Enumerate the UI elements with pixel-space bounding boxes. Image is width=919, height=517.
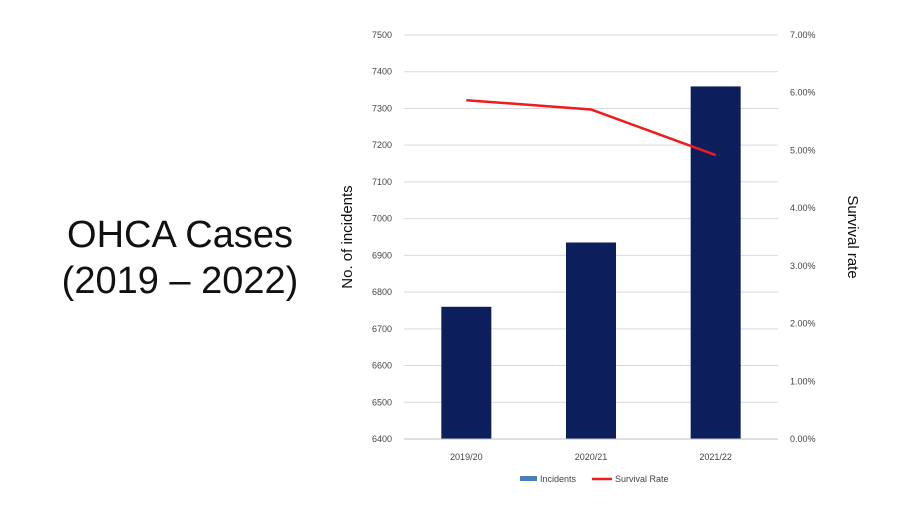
y-tick-label: 7400 [372, 67, 392, 77]
slide-title: OHCA Cases (2019 – 2022) [40, 212, 320, 304]
y-tick-label: 6400 [372, 434, 392, 444]
y-tick-label: 7000 [372, 214, 392, 224]
legend-label-incidents: Incidents [540, 474, 577, 484]
x-tick-label: 2020/21 [575, 452, 608, 462]
x-tick-label: 2021/22 [699, 452, 732, 462]
y-tick-label: 7200 [372, 140, 392, 150]
y-tick-label: 6600 [372, 361, 392, 371]
bar [690, 86, 741, 439]
y2-tick-label: 7.00% [790, 30, 816, 40]
y-tick-label: 7100 [372, 177, 392, 187]
x-tick-label: 2019/20 [450, 452, 483, 462]
y2-tick-label: 3.00% [790, 261, 816, 271]
y-tick-label: 6700 [372, 324, 392, 334]
y-tick-label: 6800 [372, 287, 392, 297]
y-tick-label: 6900 [372, 250, 392, 260]
bar [441, 306, 492, 439]
y-tick-label: 7300 [372, 103, 392, 113]
y2-tick-label: 0.00% [790, 434, 816, 444]
slide-title-line-1: OHCA Cases [67, 214, 293, 256]
bar [566, 242, 616, 439]
y2-tick-label: 1.00% [790, 376, 816, 386]
slide-title-line-2: (2019 – 2022) [61, 260, 299, 302]
y2-tick-label: 6.00% [790, 88, 816, 98]
y-axis-title: No. of incidents [339, 185, 356, 288]
y2-tick-label: 2.00% [790, 319, 816, 329]
y-tick-label: 6500 [372, 397, 392, 407]
y2-axis-title: Survival rate [844, 195, 861, 278]
y2-tick-label: 5.00% [790, 145, 816, 155]
y-tick-label: 7500 [372, 30, 392, 40]
legend-label-survival-rate: Survival Rate [615, 474, 669, 484]
y2-tick-label: 4.00% [790, 203, 816, 213]
legend-swatch-incidents [520, 476, 537, 481]
